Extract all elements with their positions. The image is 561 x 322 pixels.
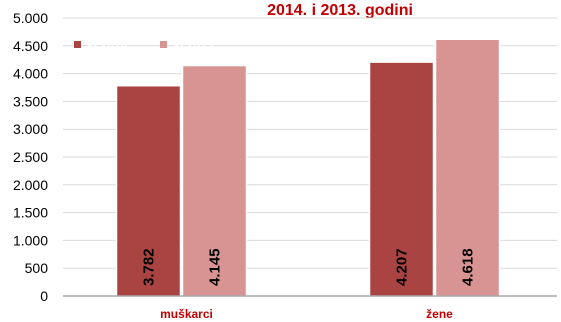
legend-swatch — [160, 41, 167, 48]
legend-label: XI.2014. — [86, 38, 131, 52]
bar-value-label: 4.145 — [207, 248, 224, 286]
bar-value-label: 3.782 — [141, 248, 158, 286]
y-tick-label: 500 — [25, 260, 49, 276]
bar-xi-2014-muskarci — [115, 84, 182, 297]
y-tick-label: 1.500 — [13, 205, 48, 221]
bars — [115, 38, 501, 297]
y-tick-label: 2.000 — [13, 177, 48, 193]
y-axis-ticks: 0 500 1.000 1.500 2.000 2.500 3.000 3.500 4.000 4… — [13, 10, 48, 304]
bar-xi-2013-muskarci — [181, 64, 248, 297]
legend: XI.2014. XI.2013. — [74, 38, 217, 52]
y-tick-label: 3.500 — [13, 93, 48, 109]
chart-title: 2014. i 2013. godini — [267, 2, 413, 19]
legend-swatch — [74, 41, 81, 48]
x-category-label: žene — [426, 307, 453, 321]
y-tick-label: 1.000 — [13, 232, 48, 248]
y-tick-label: 3.000 — [13, 121, 48, 137]
y-tick-label: 0 — [40, 288, 48, 304]
bar-xi-2013-zene — [434, 38, 501, 297]
bar-value-label: 4.207 — [394, 248, 411, 286]
y-tick-label: 2.500 — [13, 149, 48, 165]
legend-label: XI.2013. — [172, 38, 217, 52]
bar-value-labels: 3.782 4.145 4.207 4.618 — [141, 248, 477, 286]
x-category-label: muškarci — [160, 307, 213, 321]
bar-value-label: 4.618 — [460, 248, 477, 286]
y-tick-label: 4.500 — [13, 38, 48, 54]
y-tick-label: 4.000 — [13, 66, 48, 82]
y-tick-label: 5.000 — [13, 10, 48, 26]
x-axis-categories: muškarci žene — [160, 307, 453, 321]
